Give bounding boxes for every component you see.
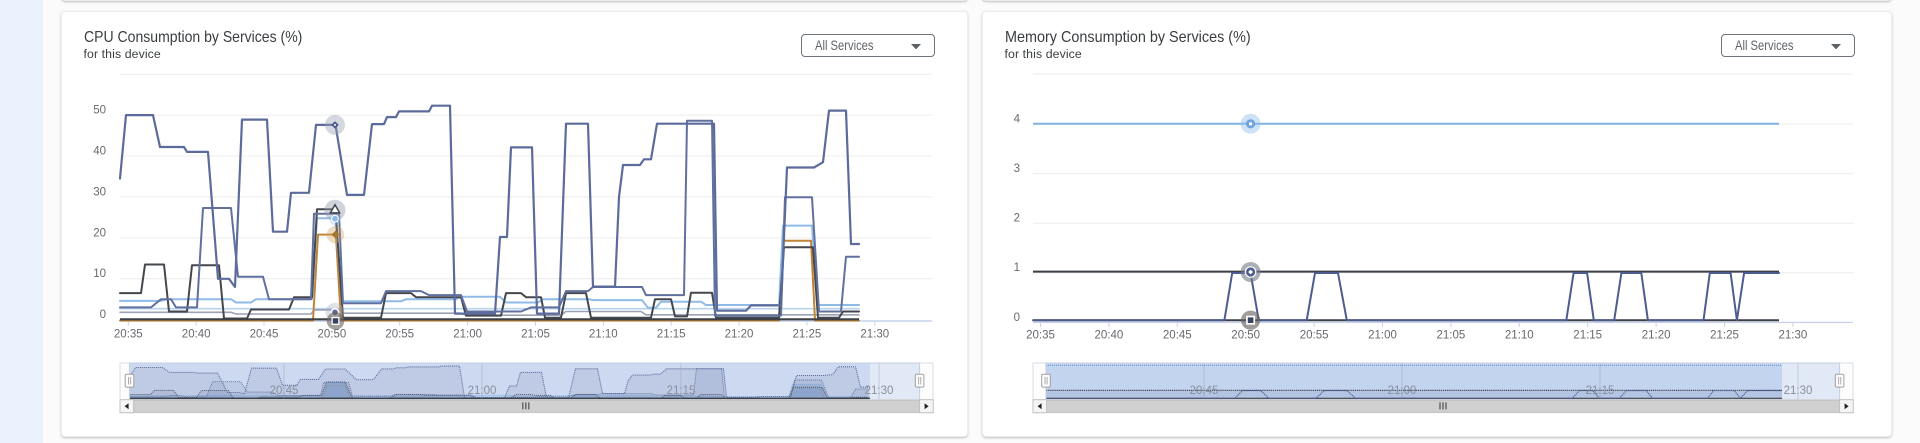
svg-text:40: 40 [93,145,106,157]
svg-text:21:05: 21:05 [521,329,550,341]
svg-text:20:50: 20:50 [318,329,347,341]
svg-text:21:15: 21:15 [667,385,696,397]
svg-text:21:30: 21:30 [1784,385,1813,397]
svg-text:2: 2 [1014,213,1020,225]
svg-text:21:10: 21:10 [589,329,618,341]
svg-text:21:20: 21:20 [725,329,754,341]
svg-text:21:30: 21:30 [865,385,894,397]
svg-text:20: 20 [93,227,106,239]
svg-text:20:35: 20:35 [1026,330,1055,342]
svg-text:20:40: 20:40 [1095,330,1124,342]
svg-text:20:50: 20:50 [1231,330,1260,342]
svg-text:20:45: 20:45 [250,329,279,341]
svg-text:20:55: 20:55 [1300,330,1329,342]
svg-text:21:20: 21:20 [1642,330,1671,342]
svg-text:1: 1 [1014,262,1020,274]
svg-text:21:00: 21:00 [453,329,482,341]
svg-text:21:25: 21:25 [793,329,822,341]
svg-text:4: 4 [1014,113,1021,125]
svg-text:21:00: 21:00 [1368,330,1397,342]
svg-text:10: 10 [93,268,106,280]
svg-text:30: 30 [93,186,106,198]
svg-text:21:00: 21:00 [1388,385,1417,397]
svg-text:50: 50 [93,105,106,117]
svg-text:21:25: 21:25 [1710,330,1739,342]
svg-text:21:30: 21:30 [1779,330,1808,342]
svg-text:21:30: 21:30 [860,329,889,341]
svg-text:21:15: 21:15 [657,329,686,341]
svg-text:20:55: 20:55 [385,329,414,341]
svg-text:20:35: 20:35 [114,329,143,341]
svg-text:3: 3 [1014,163,1020,175]
svg-text:21:10: 21:10 [1505,330,1534,342]
svg-text:21:05: 21:05 [1437,330,1466,342]
svg-text:20:45: 20:45 [1190,385,1219,397]
svg-text:21:00: 21:00 [468,385,497,397]
svg-text:20:40: 20:40 [182,329,211,341]
svg-text:0: 0 [1014,312,1020,324]
svg-text:21:15: 21:15 [1573,330,1602,342]
svg-text:20:45: 20:45 [1163,330,1192,342]
svg-text:20:45: 20:45 [270,385,299,397]
svg-text:21:15: 21:15 [1586,385,1615,397]
svg-text:0: 0 [100,309,106,321]
